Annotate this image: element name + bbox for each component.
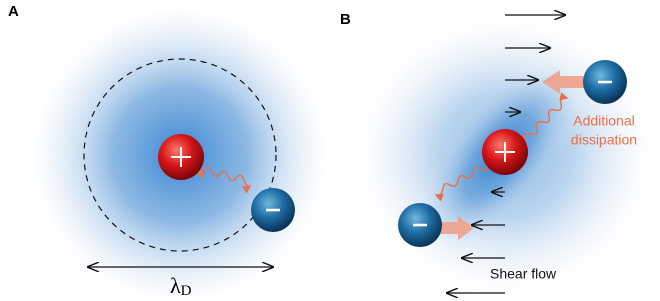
panel-label: A (8, 3, 19, 20)
panel-label: B (340, 11, 351, 28)
annotation: dissipation (571, 132, 637, 148)
symbol: λ (170, 273, 181, 298)
figure: A λD B Additional dissipation Shear flow (0, 0, 660, 301)
subscript: D (181, 283, 192, 299)
flow-label: Shear flow (490, 266, 557, 282)
annotation: Additional (573, 113, 635, 129)
